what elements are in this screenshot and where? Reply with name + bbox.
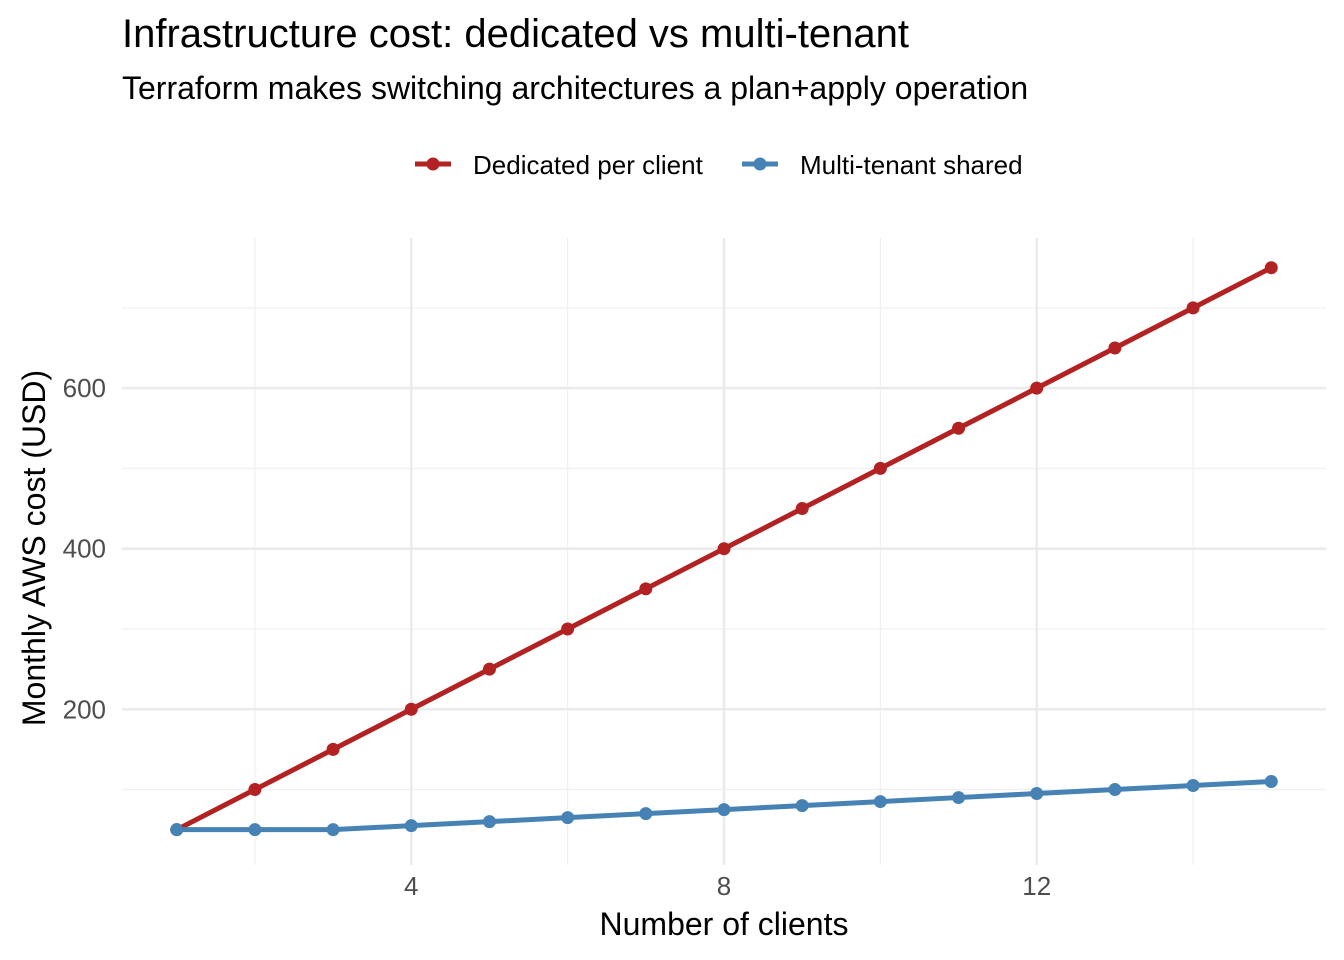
data-point [1186, 779, 1200, 793]
data-point [561, 622, 575, 636]
x-tick-label: 12 [1022, 871, 1051, 901]
x-tick-label: 4 [404, 871, 418, 901]
y-tick-label: 600 [63, 373, 106, 403]
chart-subtitle: Terraform makes switching architectures … [122, 70, 1029, 106]
legend-label: Dedicated per client [473, 150, 704, 180]
chart-title: Infrastructure cost: dedicated vs multi-… [122, 12, 910, 56]
y-tick-label: 400 [63, 534, 106, 564]
data-point [248, 783, 262, 797]
data-point [1264, 775, 1278, 789]
data-point [326, 742, 340, 756]
x-axis-label: Number of clients [600, 906, 849, 942]
data-point [482, 662, 496, 676]
data-point [639, 807, 653, 821]
data-point [795, 502, 809, 516]
data-point [1108, 783, 1122, 797]
data-point [873, 461, 887, 475]
data-point [404, 702, 418, 716]
x-tick-label: 8 [717, 871, 731, 901]
data-point [326, 823, 340, 837]
data-point [1264, 261, 1278, 275]
data-point [717, 542, 731, 556]
data-point [952, 421, 966, 435]
data-point [639, 582, 653, 596]
data-point [873, 795, 887, 809]
y-tick-label: 200 [63, 694, 106, 724]
legend-key-point [426, 157, 440, 171]
data-point [952, 791, 966, 805]
data-point [404, 819, 418, 833]
data-point [1108, 341, 1122, 355]
data-point [170, 823, 184, 837]
data-point [561, 811, 575, 825]
data-point [1186, 301, 1200, 315]
data-point [1030, 787, 1044, 801]
data-point [795, 799, 809, 813]
legend-label: Multi-tenant shared [800, 150, 1023, 180]
data-point [248, 823, 262, 837]
y-axis-label: Monthly AWS cost (USD) [16, 370, 52, 726]
data-point [1030, 381, 1044, 395]
legend-key-point [753, 157, 767, 171]
data-point [717, 803, 731, 817]
data-point [482, 815, 496, 829]
